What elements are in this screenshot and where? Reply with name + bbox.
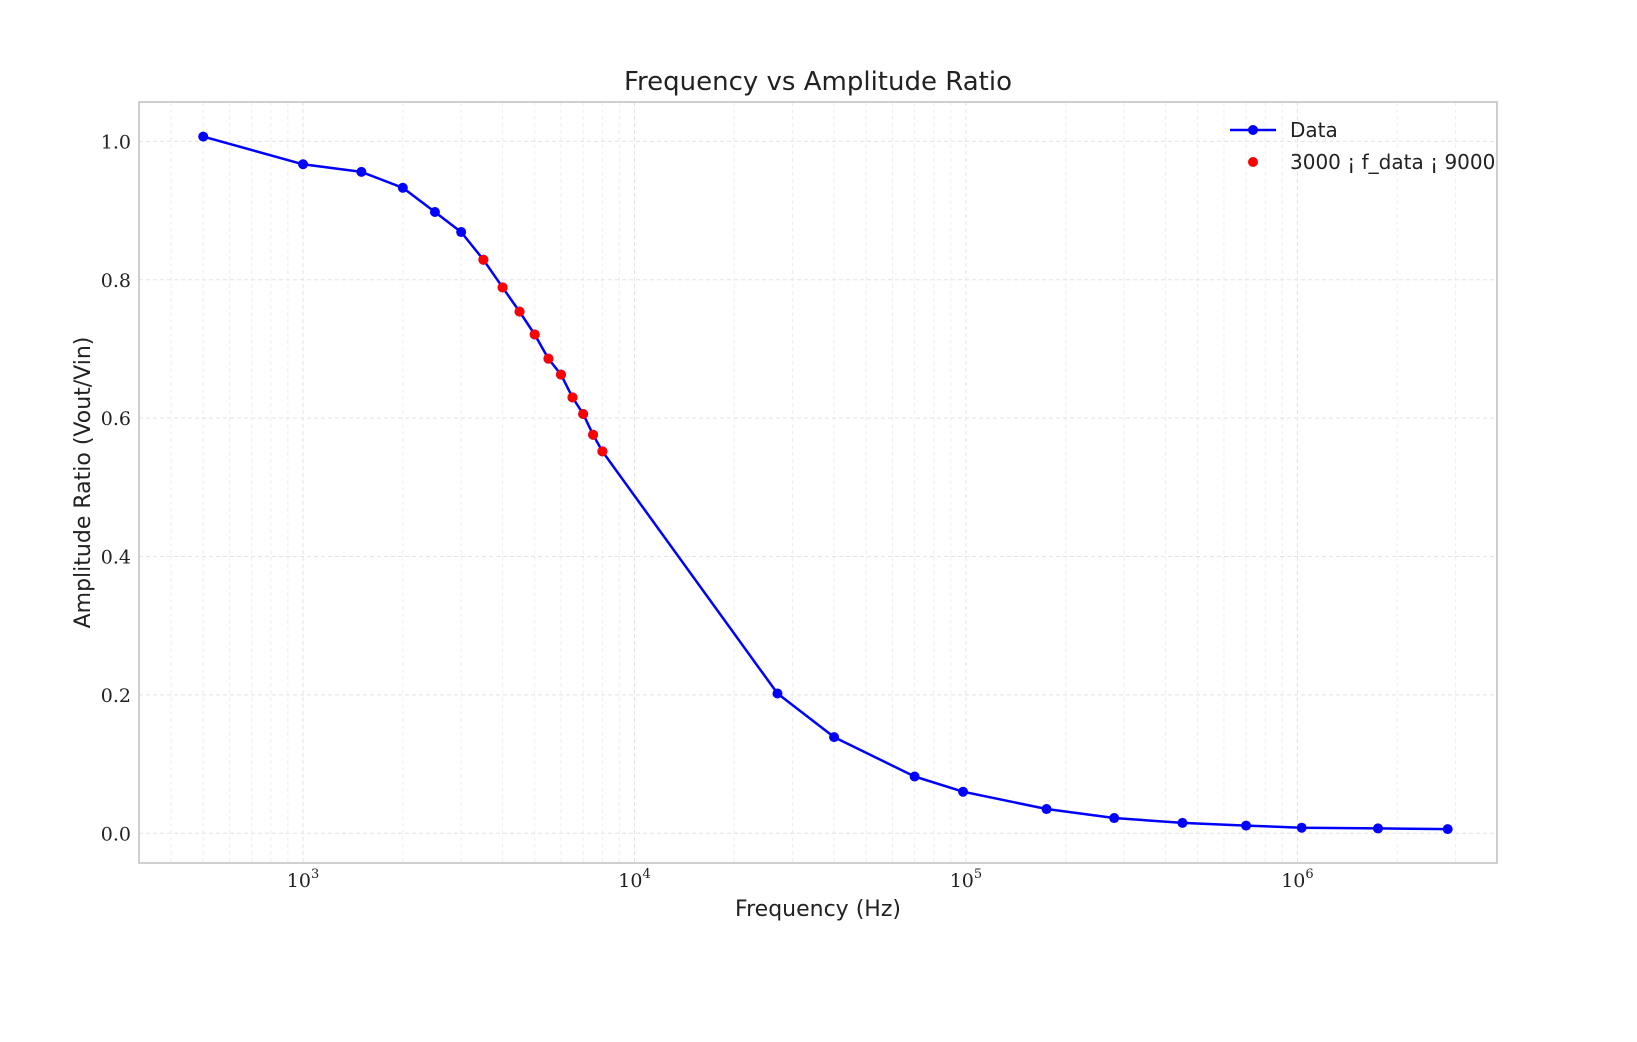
y-axis-label: Amplitude Ratio (Vout/Vin) — [71, 337, 96, 629]
series-layer — [198, 131, 1453, 835]
x-axis-ticks: 103 104 105 106 — [287, 867, 1314, 892]
x-tick-base: 10 — [950, 870, 974, 892]
highlight-point — [529, 329, 540, 340]
plot-area-frame — [138, 101, 1498, 864]
chart-title: Frequency vs Amplitude Ratio — [624, 67, 1012, 97]
data-point — [456, 227, 467, 238]
y-tick-label: 0.8 — [101, 270, 131, 292]
x-tick-base: 10 — [618, 870, 642, 892]
highlight-point — [567, 392, 578, 403]
x-tick-label: 104 — [618, 867, 650, 892]
data-point — [356, 166, 367, 177]
data-point — [772, 688, 783, 699]
highlight-point — [478, 254, 489, 265]
data-point — [1109, 813, 1120, 824]
series-line-data — [202, 135, 1448, 831]
data-point — [1241, 820, 1252, 831]
highlight-point — [497, 282, 508, 293]
legend-label-data: Data — [1290, 118, 1338, 142]
x-tick-exponent: 6 — [1305, 867, 1313, 882]
grid — [139, 102, 1498, 863]
x-tick-exponent: 4 — [642, 867, 650, 882]
data-point — [198, 131, 209, 142]
x-tick-label: 106 — [1281, 867, 1313, 892]
x-tick-label: 105 — [950, 867, 982, 892]
data-point — [1177, 817, 1188, 828]
data-point — [1442, 824, 1453, 835]
legend-marker-data — [1248, 125, 1258, 135]
highlight-point — [588, 429, 599, 440]
x-axis-label: Frequency (Hz) — [735, 897, 901, 922]
x-tick-base: 10 — [1281, 870, 1305, 892]
x-tick-exponent: 5 — [974, 867, 982, 882]
x-tick-label: 103 — [287, 867, 319, 892]
y-tick-label: 0.4 — [101, 547, 131, 569]
x-tick-base: 10 — [287, 870, 311, 892]
y-axis-ticks: 0.0 0.2 0.4 0.6 0.8 1.0 — [101, 131, 131, 845]
highlight-point — [514, 306, 525, 317]
y-tick-label: 0.0 — [101, 823, 131, 845]
data-point — [397, 182, 408, 193]
y-tick-label: 0.6 — [101, 408, 131, 430]
highlight-point — [578, 409, 589, 420]
data-point — [1372, 823, 1383, 834]
data-point — [298, 159, 309, 170]
data-point — [829, 732, 840, 743]
data-point — [909, 771, 920, 782]
legend-marker-highlight — [1248, 157, 1258, 167]
legend: Data 3000 ¡ f_data ¡ 9000 — [1230, 118, 1495, 174]
data-point — [1041, 804, 1052, 815]
y-tick-label: 0.2 — [101, 685, 131, 707]
legend-label-highlight: 3000 ¡ f_data ¡ 9000 — [1290, 150, 1495, 174]
highlight-point — [555, 369, 566, 380]
highlight-point — [543, 353, 554, 364]
data-point — [1296, 822, 1307, 833]
x-tick-exponent: 3 — [311, 867, 319, 882]
highlight-point — [597, 446, 608, 457]
y-tick-label: 1.0 — [101, 131, 131, 153]
data-point — [958, 786, 969, 797]
data-point — [429, 206, 440, 217]
